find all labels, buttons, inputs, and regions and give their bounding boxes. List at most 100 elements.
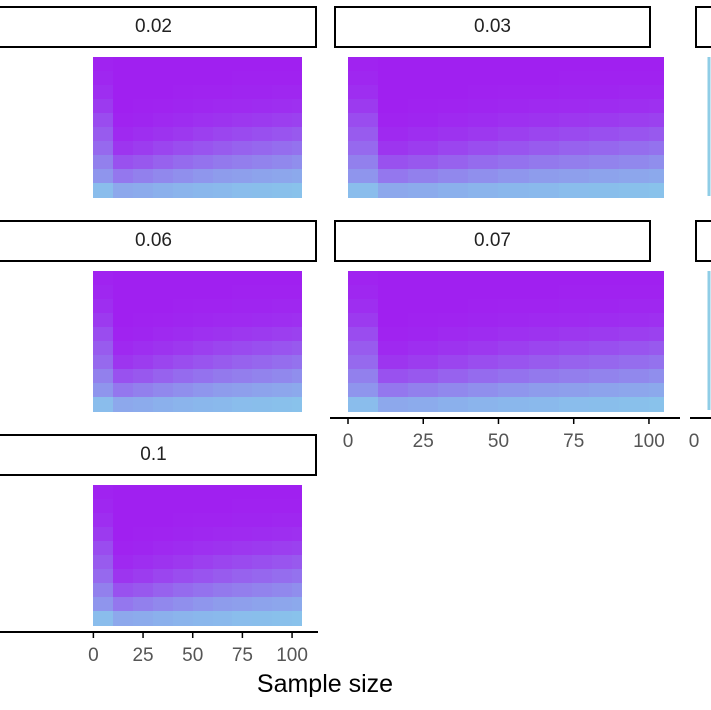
heatmap-cell [172, 71, 194, 86]
heatmap-cell [468, 155, 499, 170]
heatmap-cell [113, 383, 134, 398]
heatmap-cell [133, 569, 154, 584]
heatmap-cell [528, 327, 560, 342]
heatmap-cell [348, 113, 379, 128]
heatmap-cell [152, 85, 174, 100]
heatmap-cell [152, 513, 174, 528]
heatmap-cell [498, 127, 530, 142]
heatmap-cell [192, 271, 214, 286]
facet-strip-label: 0.1 [0, 434, 317, 476]
heatmap-cell [192, 85, 214, 100]
heatmap-cell [272, 583, 293, 598]
heatmap-cell [348, 71, 379, 86]
heatmap-cell [348, 169, 379, 184]
heatmap-cell [408, 57, 439, 72]
heatmap-cell [618, 313, 650, 328]
heatmap-cell [348, 127, 379, 142]
heatmap-cell [618, 71, 650, 86]
heatmap-cell [558, 313, 590, 328]
heatmap-cell [528, 383, 560, 398]
heatmap-cell [272, 57, 293, 72]
heatmap-cell [192, 541, 214, 556]
heatmap-cell [212, 355, 233, 370]
heatmap-cell [618, 369, 650, 384]
heatmap-cell [558, 285, 590, 300]
heatmap-cell [468, 299, 499, 314]
heatmap-cell [232, 313, 253, 328]
heatmap-cell [378, 285, 409, 300]
heatmap-cell [348, 327, 379, 342]
heatmap-cell [133, 597, 154, 612]
heatmap-cell [212, 327, 233, 342]
heatmap-cell [348, 99, 379, 114]
heatmap-cell [468, 141, 499, 156]
heatmap-cell [172, 485, 194, 500]
heatmap-cell [438, 57, 469, 72]
heatmap-cell [152, 113, 174, 128]
heatmap-cell [133, 271, 154, 286]
heatmap-cell [133, 369, 154, 384]
heatmap-cell [272, 285, 293, 300]
heatmap-cell [292, 169, 303, 184]
heatmap-cell [212, 99, 233, 114]
heatmap-cell [152, 327, 174, 342]
heatmap-cell [408, 183, 439, 198]
heatmap-cell [468, 99, 499, 114]
heatmap-cell [172, 285, 194, 300]
heatmap-cell [408, 341, 439, 356]
heatmap-cell [113, 327, 134, 342]
heatmap-cell [468, 271, 499, 286]
heatmap-cell [618, 183, 650, 198]
heatmap-cell [468, 341, 499, 356]
heatmap-cell [438, 299, 469, 314]
heatmap-cell [152, 141, 174, 156]
heatmap-cell [498, 57, 530, 72]
heatmap-cell [113, 355, 134, 370]
heatmap-cell [378, 141, 409, 156]
heatmap-cell [252, 155, 273, 170]
heatmap-cell [438, 85, 469, 100]
heatmap-cell [252, 99, 273, 114]
heatmap-cell [232, 271, 253, 286]
heatmap-cell [232, 341, 253, 356]
heatmap-cell [588, 383, 620, 398]
heatmap-cell [232, 169, 253, 184]
heatmap-cell [192, 183, 214, 198]
heatmap-cell [558, 113, 590, 128]
heatmap-cell [648, 271, 665, 286]
heatmap-cell [438, 155, 469, 170]
heatmap-cell [172, 169, 194, 184]
heatmap-cell [648, 71, 665, 86]
heatmap-cell [152, 355, 174, 370]
heatmap-cell [252, 341, 273, 356]
heatmap-cell [252, 397, 273, 412]
heatmap-cell [648, 141, 665, 156]
heatmap-cell [152, 341, 174, 356]
heatmap-cell [408, 169, 439, 184]
heatmap-cell [438, 71, 469, 86]
heatmap-cell [232, 541, 253, 556]
heatmap-cell [93, 71, 114, 86]
heatmap-cell [172, 313, 194, 328]
heatmap-cell [212, 485, 233, 500]
heatmap-cell [212, 341, 233, 356]
heatmap-cell [252, 611, 273, 626]
heatmap-cell [172, 541, 194, 556]
heatmap-cell [558, 141, 590, 156]
heatmap-cell [378, 113, 409, 128]
heatmap-cell [133, 285, 154, 300]
heatmap-cell [648, 183, 665, 198]
heatmap-cell [438, 327, 469, 342]
heatmap-cell [408, 71, 439, 86]
heatmap-cell [272, 597, 293, 612]
heatmap-cell [348, 341, 379, 356]
heatmap-cell [272, 513, 293, 528]
heatmap-cell [378, 327, 409, 342]
heatmap-cell [212, 541, 233, 556]
heatmap-cell [113, 369, 134, 384]
heatmap-cell [252, 183, 273, 198]
heatmap-cell [133, 555, 154, 570]
heatmap-cell [618, 155, 650, 170]
heatmap-cell [93, 499, 114, 514]
heatmap-cell [498, 271, 530, 286]
